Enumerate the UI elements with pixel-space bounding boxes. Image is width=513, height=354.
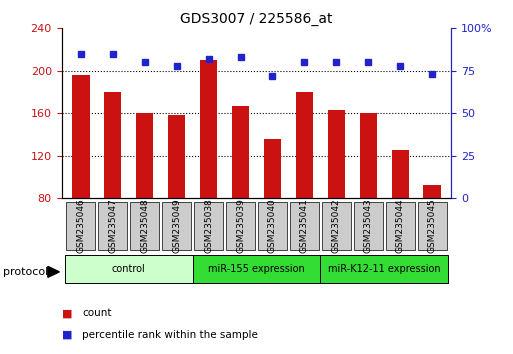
Text: ■: ■	[62, 308, 72, 318]
Text: percentile rank within the sample: percentile rank within the sample	[82, 330, 258, 339]
Text: GSM235039: GSM235039	[236, 198, 245, 253]
Bar	[295, 92, 313, 198]
Text: GSM235047: GSM235047	[108, 198, 117, 253]
FancyBboxPatch shape	[65, 255, 192, 283]
Text: GSM235040: GSM235040	[268, 198, 277, 253]
Bar	[200, 60, 218, 198]
FancyBboxPatch shape	[386, 201, 415, 250]
FancyBboxPatch shape	[418, 201, 447, 250]
Text: control: control	[112, 264, 146, 274]
Text: GSM235042: GSM235042	[332, 198, 341, 253]
FancyBboxPatch shape	[98, 201, 127, 250]
Text: GSM235044: GSM235044	[396, 198, 405, 253]
FancyBboxPatch shape	[130, 201, 159, 250]
Bar	[391, 150, 409, 198]
Bar	[328, 110, 345, 198]
Text: GSM235038: GSM235038	[204, 198, 213, 253]
FancyBboxPatch shape	[258, 201, 287, 250]
Bar	[136, 113, 153, 198]
Bar	[264, 139, 281, 198]
FancyBboxPatch shape	[192, 255, 321, 283]
FancyBboxPatch shape	[321, 255, 448, 283]
Text: GSM235046: GSM235046	[76, 198, 85, 253]
Text: GSM235043: GSM235043	[364, 198, 373, 253]
FancyBboxPatch shape	[66, 201, 95, 250]
FancyBboxPatch shape	[322, 201, 351, 250]
Text: miR-K12-11 expression: miR-K12-11 expression	[328, 264, 441, 274]
Text: miR-155 expression: miR-155 expression	[208, 264, 305, 274]
FancyBboxPatch shape	[194, 201, 223, 250]
Text: GSM235041: GSM235041	[300, 198, 309, 253]
Text: GSM235045: GSM235045	[428, 198, 437, 253]
Bar	[232, 106, 249, 198]
Polygon shape	[48, 267, 60, 277]
Text: ■: ■	[62, 330, 72, 339]
Bar	[72, 75, 90, 198]
Bar	[360, 113, 377, 198]
Text: GSM235049: GSM235049	[172, 198, 181, 253]
FancyBboxPatch shape	[226, 201, 255, 250]
FancyBboxPatch shape	[162, 201, 191, 250]
Text: count: count	[82, 308, 112, 318]
Text: protocol: protocol	[3, 267, 48, 277]
FancyBboxPatch shape	[290, 201, 319, 250]
Bar	[423, 185, 441, 198]
Text: GDS3007 / 225586_at: GDS3007 / 225586_at	[180, 12, 333, 27]
Bar	[104, 92, 122, 198]
Bar	[168, 115, 185, 198]
FancyBboxPatch shape	[354, 201, 383, 250]
Text: GSM235048: GSM235048	[140, 198, 149, 253]
